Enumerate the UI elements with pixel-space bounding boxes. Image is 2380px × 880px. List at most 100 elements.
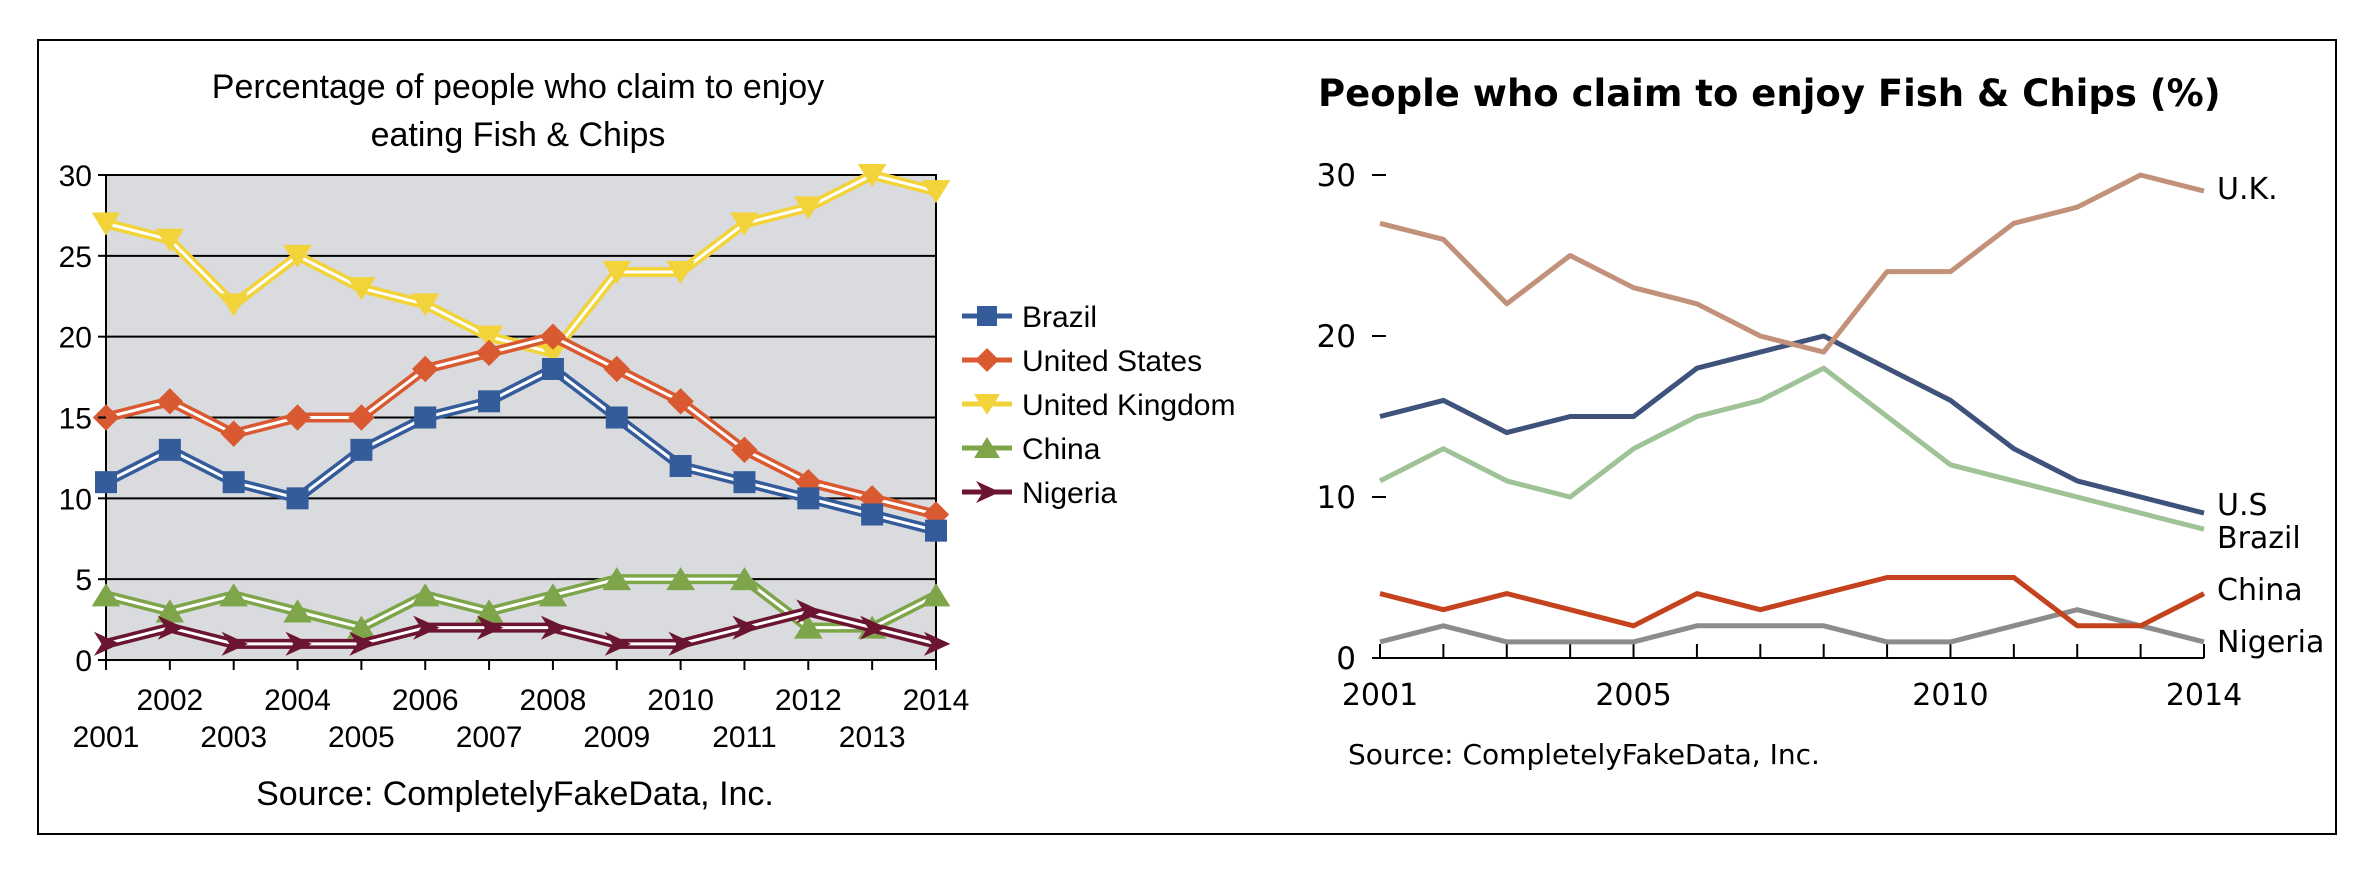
- left-data-point: [857, 164, 887, 188]
- left-data-point: [733, 471, 756, 494]
- left-data-point: [219, 293, 248, 317]
- left-y-tick-label: 20: [59, 322, 92, 355]
- left-legend-label: China: [1022, 433, 1101, 466]
- left-legend-swatch-marker: [974, 394, 1000, 415]
- left-chart-source: Source: CompletelyFakeData, Inc.: [256, 775, 774, 813]
- left-data-point: [413, 615, 440, 640]
- left-data-point: [861, 503, 884, 526]
- left-data-point: [95, 471, 117, 494]
- right-x-tick-label: 2014: [2166, 678, 2242, 713]
- left-data-point: [222, 471, 245, 494]
- left-data-point: [155, 599, 185, 623]
- left-data-point: [91, 583, 121, 607]
- left-data-point: [414, 406, 437, 429]
- left-data-point: [921, 180, 951, 204]
- left-data-point: [731, 436, 758, 464]
- right-axes: 0 10 20 30 2001 2005 2010 2014: [1317, 158, 2243, 713]
- left-data-point: [155, 228, 185, 252]
- left-data-point: [794, 615, 823, 639]
- left-y-tick-label: 5: [75, 564, 92, 597]
- left-data-point: [349, 631, 376, 656]
- left-legend: Brazil United States United Kingdom China Ni…: [962, 301, 1235, 510]
- left-legend-swatch-marker: [977, 306, 997, 326]
- right-x-tick-label: 2010: [1912, 678, 1988, 713]
- right-y-tick-label: 30: [1317, 158, 1356, 194]
- left-data-point: [602, 261, 632, 285]
- left-data-point: [219, 583, 248, 607]
- left-data-point: [285, 631, 312, 656]
- figure-frame: [37, 39, 2337, 835]
- left-data-point: [921, 583, 951, 607]
- right-series-group: [1378, 172, 2206, 645]
- left-legend-label: United Kingdom: [1022, 389, 1235, 422]
- left-data-point: [730, 212, 759, 236]
- right-label-china: China: [2217, 573, 2303, 608]
- left-data-point: [666, 567, 695, 591]
- left-data-point: [541, 358, 564, 380]
- left-data-point: [221, 631, 248, 656]
- left-legend-swatch-marker: [975, 348, 999, 372]
- left-data-point: [797, 487, 820, 510]
- left-series-nigeria: [93, 599, 951, 656]
- left-data-point: [538, 341, 568, 365]
- left-x-tick-label: 2001: [73, 721, 140, 754]
- left-y-tick-label: 30: [59, 160, 92, 193]
- right-series-china: [1379, 575, 2206, 629]
- left-data-point: [220, 420, 247, 447]
- left-data-point: [284, 404, 311, 431]
- left-series-brazil: [95, 358, 947, 542]
- left-data-point: [603, 355, 630, 383]
- left-x-tick-label: 2003: [200, 721, 267, 754]
- right-series-u-s: [1379, 333, 2205, 516]
- left-y-tick-label: 0: [75, 645, 92, 678]
- right-x-tick-label: 2005: [1595, 678, 1671, 713]
- left-legend-swatch-marker: [976, 481, 1000, 503]
- left-data-point: [923, 631, 951, 656]
- left-data-point: [795, 468, 822, 496]
- left-data-point: [478, 390, 501, 413]
- left-chart: Percentage of people who claim to enjoy …: [59, 68, 1236, 813]
- right-chart-title: People who claim to enjoy Fish & Chips (…: [1318, 72, 2221, 115]
- left-data-point: [474, 325, 504, 349]
- left-gridlines: [106, 254, 936, 581]
- left-x-tick-label: 2008: [520, 684, 587, 717]
- left-series-group: [91, 164, 951, 656]
- left-data-point: [604, 631, 632, 656]
- left-legend-swatch-marker: [974, 437, 1000, 458]
- left-x-tick-label: 2002: [136, 684, 203, 717]
- left-series-line-highlight: [105, 335, 937, 516]
- left-x-tick-label: 2009: [583, 721, 650, 754]
- left-data-point: [539, 323, 567, 350]
- left-data-point: [158, 438, 181, 461]
- right-series-brazil: [1378, 365, 2205, 532]
- left-data-point: [283, 244, 312, 268]
- left-data-point: [156, 388, 184, 415]
- right-series-nigeria: [1379, 607, 2205, 645]
- left-y-tick-label: 25: [59, 241, 92, 274]
- left-data-point: [796, 599, 823, 624]
- left-data-point: [91, 212, 121, 236]
- left-data-point: [732, 615, 759, 640]
- right-series-u-k: [1379, 172, 2205, 355]
- left-data-point: [412, 355, 439, 383]
- left-data-point: [668, 631, 695, 656]
- left-legend-item-brazil: Brazil: [962, 301, 1097, 334]
- right-y-tick-label: 10: [1317, 480, 1356, 516]
- left-y-tick-label: 15: [59, 403, 92, 436]
- left-chart-title-line-2: eating Fish & Chips: [371, 116, 666, 154]
- left-data-point: [286, 487, 309, 510]
- left-data-point: [666, 261, 695, 285]
- left-data-point: [602, 567, 632, 591]
- left-data-point: [157, 615, 185, 640]
- left-data-point: [860, 615, 887, 640]
- right-chart: People who claim to enjoy Fish & Chips (…: [1317, 72, 2325, 771]
- right-chart-source: Source: CompletelyFakeData, Inc.: [1348, 738, 1820, 771]
- left-data-point: [348, 404, 375, 431]
- left-legend-item-united-kingdom: United Kingdom: [962, 389, 1235, 422]
- left-legend-item-china: China: [962, 433, 1101, 466]
- left-x-tick-label: 2006: [392, 684, 459, 717]
- left-data-point: [605, 406, 628, 429]
- left-data-point: [476, 615, 504, 640]
- right-label-nigeria: Nigeria: [2217, 625, 2324, 660]
